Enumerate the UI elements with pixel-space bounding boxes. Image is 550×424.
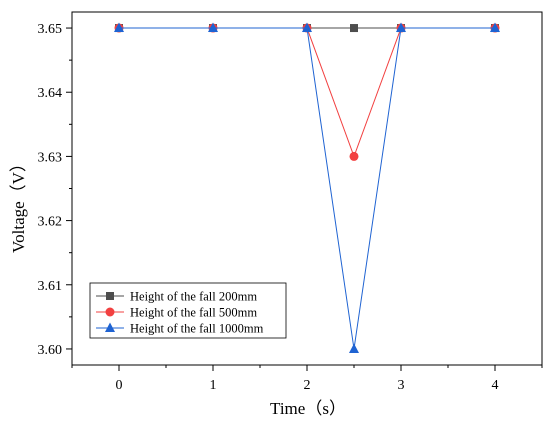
series-2 <box>114 23 500 161</box>
y-tick-label: 3.61 <box>38 279 63 294</box>
x-tick-label: 1 <box>210 378 217 393</box>
y-tick-label: 3.62 <box>38 215 63 230</box>
series-3 <box>114 22 500 353</box>
y-axis-title: Voltage（V） <box>9 155 28 253</box>
legend-label: Height of the fall 200mm <box>130 290 257 304</box>
legend-entry: Height of the fall 500mm <box>96 306 257 320</box>
data-point-triangle <box>114 22 124 33</box>
data-point-triangle <box>349 343 359 353</box>
data-point-square <box>350 24 358 33</box>
series-layer <box>114 22 500 353</box>
legend: Height of the fall 200mm Height of the fa… <box>89 282 287 339</box>
legend-label: Height of the fall 500mm <box>130 306 257 320</box>
y-tick-label: 3.65 <box>38 22 63 37</box>
x-axis-ticks: 0 1 2 3 4 <box>71 365 543 393</box>
y-tick-label: 3.64 <box>38 86 63 101</box>
legend-entry: Height of the fall 1000mm <box>96 322 264 336</box>
legend-entry: Height of the fall 200mm <box>96 290 257 304</box>
legend-box <box>89 282 287 339</box>
x-tick-label: 3 <box>398 378 405 393</box>
y-tick-label: 3.60 <box>38 343 63 358</box>
x-tick-label: 4 <box>492 378 499 393</box>
series-line <box>119 27 495 158</box>
y-tick-label: 3.63 <box>38 150 63 165</box>
y-axis-ticks: 3.60 3.61 3.62 3.63 3.64 3.65 <box>38 22 72 358</box>
legend-marker-circle <box>105 307 115 317</box>
x-tick-label: 2 <box>304 378 311 393</box>
data-point-triangle <box>302 22 312 33</box>
data-point-circle <box>349 151 359 161</box>
data-point-triangle <box>490 22 500 33</box>
data-point-triangle <box>208 22 218 33</box>
legend-entries: Height of the fall 200mm Height of the fa… <box>96 290 264 336</box>
legend-marker-triangle <box>105 322 115 332</box>
x-axis-title: Time（s） <box>270 399 346 418</box>
legend-label: Height of the fall 1000mm <box>130 322 264 336</box>
legend-marker-square <box>106 292 114 300</box>
data-point-triangle <box>396 22 406 33</box>
series-line <box>119 27 495 350</box>
x-tick-label: 0 <box>116 378 123 393</box>
